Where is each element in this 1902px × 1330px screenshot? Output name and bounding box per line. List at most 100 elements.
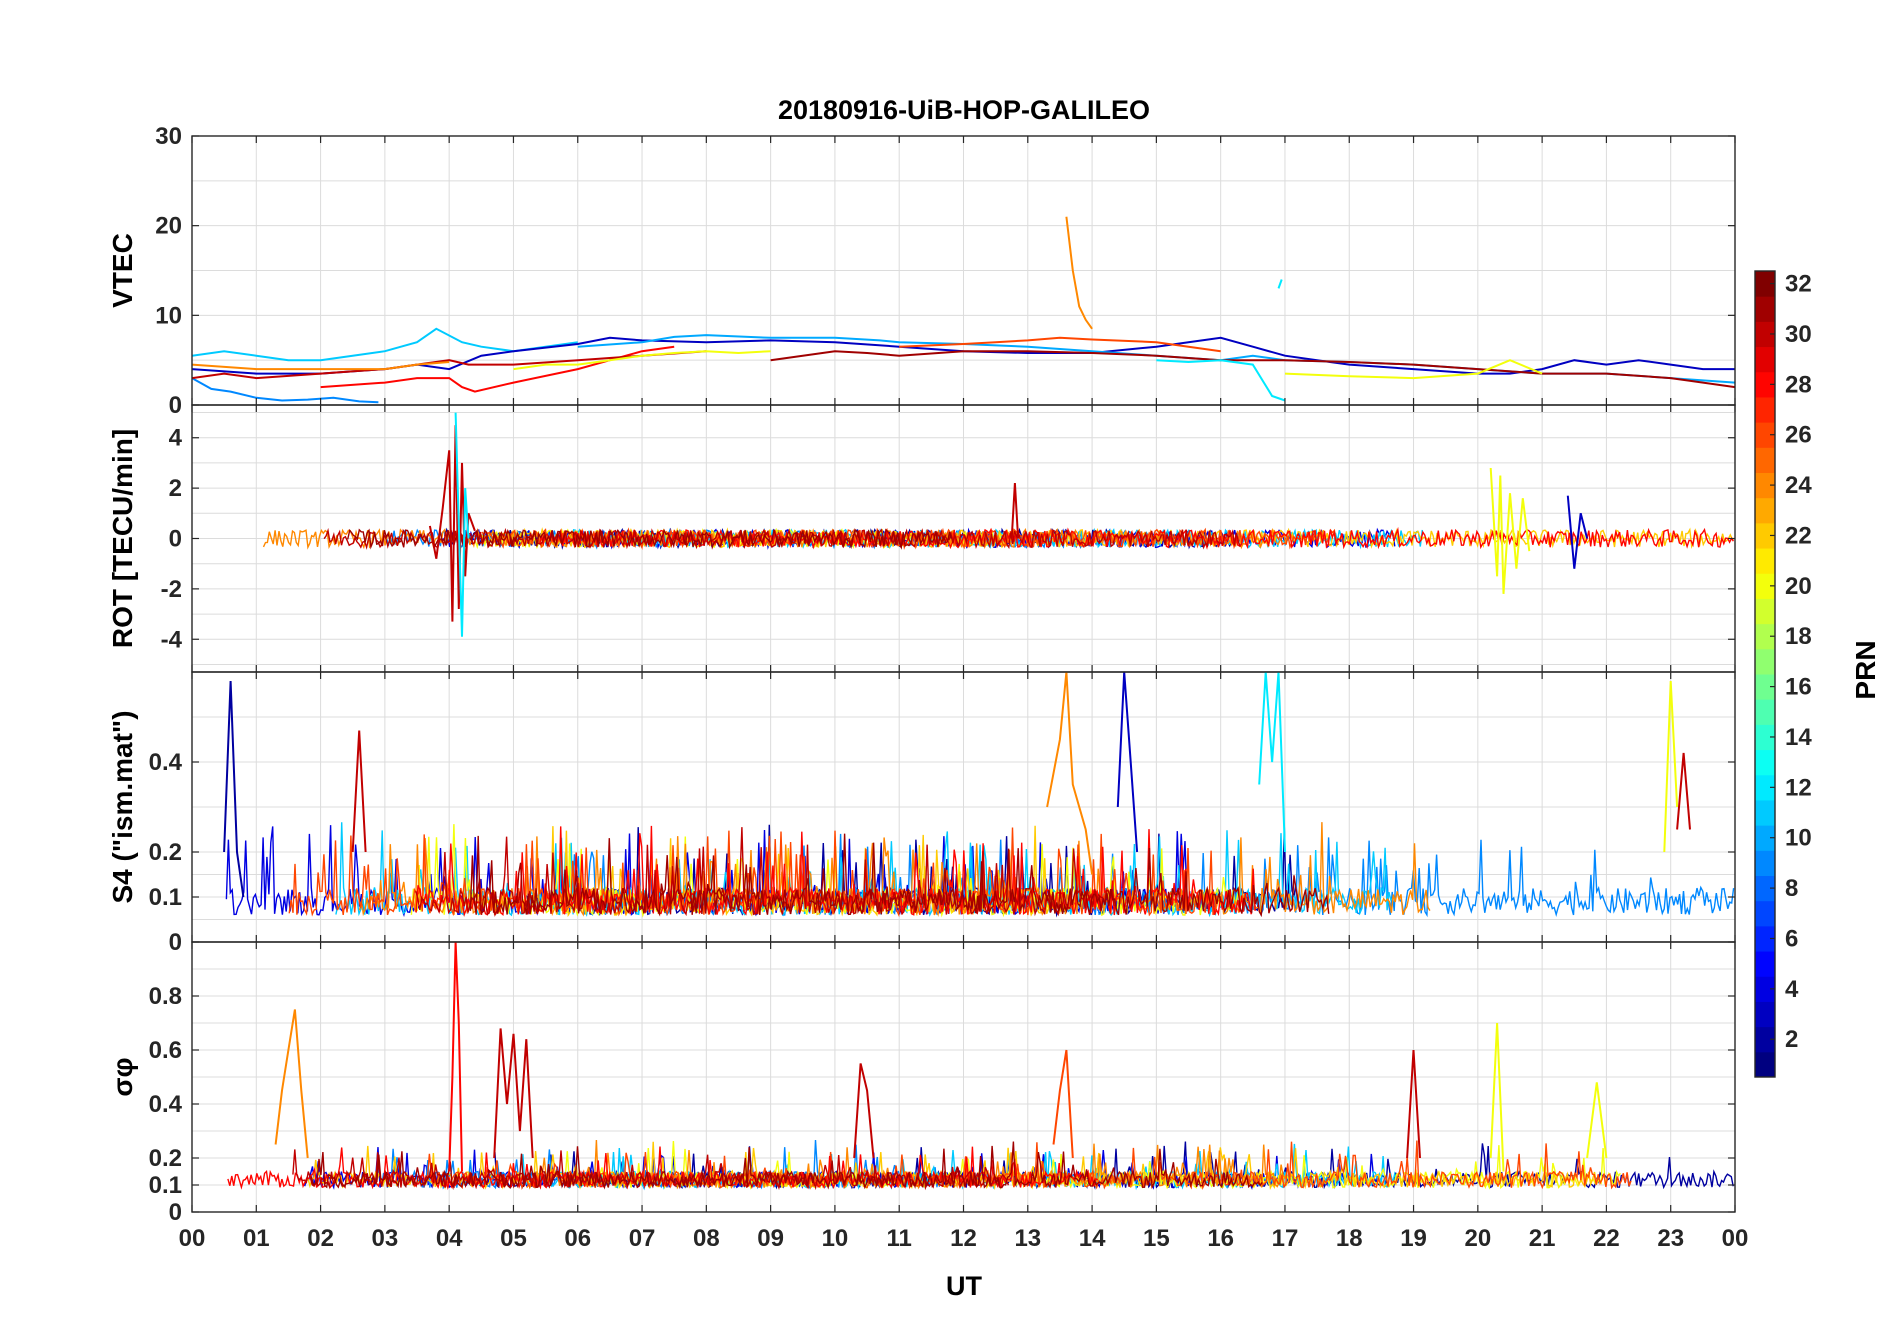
colorbar-frame <box>1754 270 1776 1078</box>
colorbar-swatch <box>1755 321 1775 348</box>
x-tick-label: 16 <box>1207 1225 1234 1252</box>
series-prn-20 <box>513 350 771 371</box>
y-tick-label: 0.4 <box>149 749 183 776</box>
series-prn-30 <box>351 730 367 853</box>
panel-s4: 0 0.1 0.2 0.4 S4 ("ism.mat") <box>107 671 1736 956</box>
colorbar-tick-label: 10 <box>1785 825 1812 852</box>
colorbar-tick-label: 26 <box>1785 422 1812 449</box>
y-tick-label: 10 <box>155 302 182 329</box>
colorbar-swatch <box>1755 548 1775 574</box>
x-tick-label: 13 <box>1014 1225 1041 1252</box>
series-prn-12 <box>454 412 470 637</box>
colorbar-swatch <box>1755 422 1775 448</box>
colorbar-swatch <box>1755 346 1775 373</box>
colorbar-swatch <box>1755 976 1775 1002</box>
colorbar-label: PRN <box>1850 640 1881 699</box>
colorbar-tick-label: 16 <box>1785 674 1812 701</box>
x-tick-label: 05 <box>500 1225 527 1252</box>
series-prn-30 <box>1010 483 1020 539</box>
x-tick-label: 20 <box>1464 1225 1491 1252</box>
colorbar-swatch <box>1755 522 1775 549</box>
colorbar-tick-label: 4 <box>1785 976 1799 1003</box>
noise-trace-prn-31 <box>469 833 1330 918</box>
series-prn-12 <box>1258 672 1286 853</box>
y-tick-label: 0.1 <box>149 1172 182 1199</box>
colorbar-swatch <box>1755 900 1775 927</box>
y-axis-label-rot: ROT [TECU/min] <box>107 429 138 648</box>
y-tick-label: 0.1 <box>149 884 182 911</box>
series-prn-11 <box>192 327 578 362</box>
x-tick-label: 21 <box>1529 1225 1556 1252</box>
colorbar-tick-label: 28 <box>1785 371 1812 398</box>
x-tick-label: 08 <box>693 1225 720 1252</box>
colorbar-swatch <box>1755 472 1775 499</box>
series-prn-3 <box>1116 672 1139 853</box>
y-tick-label: 30 <box>155 123 182 150</box>
colorbar-swatch <box>1755 799 1775 826</box>
x-tick-label: 03 <box>372 1225 399 1252</box>
x-axis-label: UT <box>946 1271 982 1301</box>
series-prn-20 <box>1586 1082 1608 1159</box>
colorbar-tick-label: 2 <box>1785 1026 1798 1053</box>
y-tick-label: 20 <box>155 213 182 240</box>
x-tick-label: 12 <box>950 1225 977 1252</box>
x-tick-label: 01 <box>243 1225 270 1252</box>
y-tick-label: 4 <box>169 425 183 452</box>
series-prn-3 <box>1566 495 1589 569</box>
y-tick-label: 0.2 <box>149 1145 182 1172</box>
colorbar-swatch <box>1755 850 1775 876</box>
x-tick-label: 23 <box>1657 1225 1684 1252</box>
x-tick-label: 09 <box>757 1225 784 1252</box>
colorbar-swatch <box>1755 573 1775 599</box>
colorbar-swatch <box>1755 371 1775 398</box>
series-prn-24 <box>274 1009 309 1159</box>
series-prn-24 <box>1046 672 1094 875</box>
series-prn-12 <box>1156 359 1286 402</box>
x-tick-label: 11 <box>887 1225 912 1252</box>
series-group <box>262 412 1735 637</box>
y-tick-label: 0.8 <box>149 983 182 1010</box>
grid <box>192 136 1735 405</box>
colorbar-tick-label: 24 <box>1785 472 1812 499</box>
y-tick-label: -2 <box>161 576 182 603</box>
y-axis-label-sigma_phi: σφ <box>107 1057 138 1096</box>
series-prn-30 <box>1406 1049 1421 1159</box>
colorbar-swatch <box>1755 724 1775 751</box>
colorbar-swatch <box>1755 296 1775 322</box>
series-group <box>227 942 1734 1191</box>
x-tick-label: 10 <box>822 1225 849 1252</box>
y-tick-label: 0.6 <box>149 1037 182 1064</box>
panel-vtec: 0 10 20 30 VTEC <box>107 123 1736 419</box>
colorbar-swatch <box>1755 497 1775 524</box>
y-tick-label: 0.2 <box>149 839 182 866</box>
colorbar-swatch <box>1755 598 1775 625</box>
y-tick-label: 0.4 <box>149 1091 183 1118</box>
x-tick-label: 17 <box>1272 1225 1299 1252</box>
colorbar-swatch <box>1755 1026 1775 1053</box>
panel-rot: -4 -2 0 2 4 ROT [TECU/min] <box>107 404 1736 673</box>
x-tick-label: 15 <box>1143 1225 1170 1252</box>
colorbar-swatch <box>1755 925 1775 952</box>
colorbar-swatch <box>1755 1051 1775 1078</box>
colorbar-swatch <box>1755 271 1775 297</box>
series-group <box>192 216 1735 404</box>
colorbar-tick-label: 6 <box>1785 925 1798 952</box>
series-prn-26 <box>899 336 1221 353</box>
series-prn-28 <box>448 942 463 1172</box>
x-tick-label: 00 <box>1722 1225 1749 1252</box>
x-tick-label: 02 <box>307 1225 334 1252</box>
colorbar-tick-label: 22 <box>1785 522 1812 549</box>
series-prn-26 <box>1052 1049 1074 1159</box>
colorbar-tick-label: 12 <box>1785 774 1812 801</box>
series-prn-20 <box>1663 680 1679 853</box>
y-axis-label-vtec: VTEC <box>107 233 138 308</box>
y-tick-label: 2 <box>169 475 182 502</box>
colorbar-tick-label: 14 <box>1785 724 1812 751</box>
chart-title: 20180916-UiB-HOP-GALILEO <box>778 95 1150 125</box>
colorbar-swatch <box>1755 749 1775 776</box>
series-prn-20 <box>1489 1022 1505 1172</box>
series-prn-30 <box>853 1063 875 1159</box>
series-group <box>223 672 1735 918</box>
